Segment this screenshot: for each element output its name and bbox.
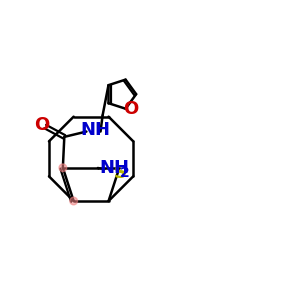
Text: O: O [123, 100, 139, 118]
Text: O: O [34, 116, 49, 134]
Text: NH: NH [80, 122, 110, 140]
Text: S: S [113, 164, 127, 182]
Circle shape [70, 197, 77, 205]
Text: 2: 2 [120, 166, 130, 180]
Text: NH: NH [99, 159, 129, 177]
Circle shape [59, 164, 67, 172]
